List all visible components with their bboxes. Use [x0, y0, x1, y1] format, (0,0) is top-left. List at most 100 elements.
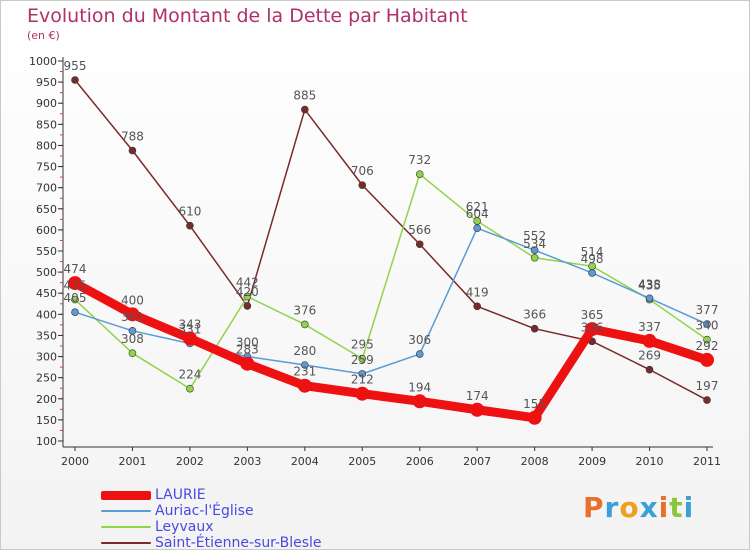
data-point [128, 349, 137, 357]
data-point [473, 224, 481, 232]
chart-unit: (en €) [27, 29, 60, 42]
data-point [243, 292, 252, 301]
data-point [415, 170, 424, 178]
data-label: 269 [638, 349, 661, 363]
data-label: 224 [178, 368, 201, 382]
data-point [240, 356, 255, 371]
data-point [530, 253, 539, 262]
legend-label: Leyvaux [155, 519, 214, 535]
data-point [642, 333, 657, 348]
chart-series [68, 76, 714, 425]
legend-item: LAURIE [101, 487, 322, 503]
y-tick-label: 100 [36, 435, 57, 448]
proxiti-logo: Proxiti [583, 491, 694, 524]
data-point [703, 335, 711, 344]
data-label: 435 [638, 279, 661, 293]
data-point [585, 322, 600, 337]
data-point [358, 354, 367, 363]
y-tick-label: 400 [36, 308, 57, 321]
data-label: 155 [523, 397, 546, 411]
y-tick-label: 900 [36, 97, 57, 110]
data-label: 331 [178, 322, 201, 336]
data-label: 604 [466, 207, 489, 221]
y-tick-label: 1000 [29, 55, 57, 68]
data-point [645, 294, 654, 303]
data-label: 732 [408, 153, 431, 167]
data-point [412, 394, 427, 409]
data-label: 621 [466, 200, 489, 214]
logo-letter: x [639, 491, 659, 524]
logo-letter: P [583, 491, 605, 524]
data-label: 212 [351, 373, 374, 387]
data-point [645, 365, 654, 374]
x-tick-label: 2001 [118, 455, 146, 468]
data-point [128, 146, 137, 155]
data-point [71, 76, 79, 84]
data-point [128, 326, 137, 335]
logo-letter: i [683, 491, 695, 524]
data-label: 955 [64, 59, 87, 73]
data-point [355, 386, 370, 401]
data-point [358, 181, 367, 189]
y-tick-label: 850 [36, 118, 57, 131]
data-label: 194 [408, 380, 431, 394]
data-label: 306 [408, 333, 431, 347]
y-tick-label: 750 [36, 161, 57, 174]
y-tick-label: 150 [36, 414, 57, 427]
data-point [588, 269, 596, 277]
x-tick-label: 2011 [693, 455, 721, 468]
legend-label: Auriac-l'Église [155, 503, 254, 519]
logo-letter: r [604, 491, 620, 524]
data-point [700, 352, 714, 367]
data-point [182, 331, 197, 346]
y-tick-label: 950 [36, 76, 57, 89]
data-label: 885 [293, 89, 316, 103]
data-label: 280 [293, 344, 316, 358]
data-point [301, 105, 309, 114]
y-tick-label: 500 [36, 266, 57, 279]
legend-item: Auriac-l'Église [101, 503, 322, 519]
y-tick-label: 800 [36, 139, 57, 152]
y-tick-label: 200 [36, 393, 57, 406]
y-tick-label: 250 [36, 372, 57, 385]
data-point [301, 361, 309, 369]
data-label: 474 [64, 262, 87, 276]
data-point [68, 276, 82, 291]
x-tick-label: 2008 [521, 455, 549, 468]
legend-swatch [101, 542, 151, 544]
series-line [74, 173, 708, 390]
data-label: 552 [523, 229, 546, 243]
x-tick-label: 2010 [636, 455, 664, 468]
data-label: 498 [581, 252, 604, 266]
data-label: 400 [121, 293, 144, 307]
data-label: 361 [121, 310, 144, 324]
data-label: 300 [236, 336, 259, 350]
series-line [74, 79, 708, 401]
data-label: 610 [178, 205, 201, 219]
y-tick-label: 450 [36, 287, 57, 300]
data-point [415, 240, 424, 249]
y-tick-label: 350 [36, 329, 57, 342]
data-point [297, 378, 312, 393]
data-point [301, 320, 309, 329]
chart-data-labels: 955 788 610 420 885 706 566 419 366 336 269 197 435 3… [64, 59, 719, 411]
data-point [243, 302, 252, 310]
data-point [527, 410, 542, 425]
x-tick-label: 2000 [61, 455, 89, 468]
data-label: 283 [236, 343, 259, 357]
data-point [186, 221, 194, 230]
legend-swatch [101, 526, 151, 528]
x-tick-label: 2002 [176, 455, 204, 468]
legend-swatch [101, 490, 151, 500]
data-point [470, 402, 485, 417]
data-label: 377 [696, 303, 719, 317]
data-point [473, 302, 481, 311]
data-label: 514 [581, 245, 604, 259]
data-point [530, 324, 539, 333]
data-point [71, 295, 79, 304]
chart-title: Evolution du Montant de la Dette par Hab… [27, 5, 468, 27]
data-point [71, 308, 79, 317]
logo-letter: o [619, 491, 640, 524]
logo-letter: i [658, 491, 670, 524]
